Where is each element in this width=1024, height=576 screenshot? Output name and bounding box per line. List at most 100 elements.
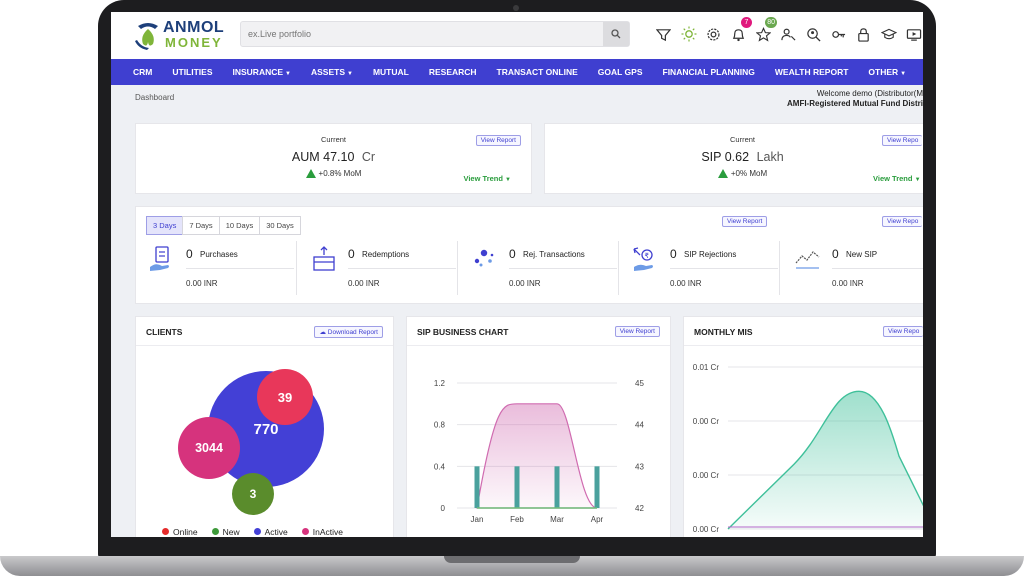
sip-name: SIP (701, 150, 722, 164)
sip-view-report-button[interactable]: View Repo (882, 135, 923, 146)
purchase-icon (150, 246, 169, 271)
bubble-new[interactable]: 3 (232, 473, 274, 515)
sip-bar (554, 466, 560, 508)
divider (779, 241, 780, 295)
tx-count: 0 (509, 247, 516, 261)
bubble-inactive[interactable]: 3044 (178, 417, 240, 479)
nav-wealth-report[interactable]: WEALTH REPORT (765, 67, 859, 77)
lock-icon[interactable] (854, 24, 873, 44)
nav-label: TRANSACT ONLINE (496, 67, 578, 77)
aum-mom-text: +0.8% MoM (318, 169, 362, 178)
logo-text-anmol: ANMOL (163, 19, 225, 36)
tx-count: 0 (832, 247, 839, 261)
nav-crm[interactable]: CRM (111, 67, 162, 77)
nav-label: MUTUAL (372, 67, 409, 77)
brand-logo[interactable]: ANMOL MONEY (135, 18, 225, 52)
nav-label: CRM (133, 67, 153, 77)
nav-label: OTHER (868, 67, 899, 77)
search-input[interactable] (241, 22, 605, 46)
tx-purchases[interactable]: 0 Purchases 0.00 INR (148, 245, 298, 297)
redemption-icon (313, 246, 335, 271)
mis-view-report-button[interactable]: View Repo (883, 326, 923, 337)
download-report-button[interactable]: ☁ Download Report (314, 326, 383, 338)
bulb-icon[interactable] (679, 24, 698, 44)
clients-legend: Online New Active InActive (162, 527, 343, 537)
nav-transact-online[interactable]: TRANSACT ONLINE (487, 67, 588, 77)
nav-utilities[interactable]: UTILITIES (162, 67, 222, 77)
y-left-tick-label: 0.8 (434, 421, 446, 430)
breadcrumb[interactable]: Dashboard (135, 93, 175, 102)
sip-chart-view-report-button[interactable]: View Report (614, 326, 660, 337)
gear-icon[interactable] (704, 24, 723, 44)
y-left-tick-label: 0.4 (434, 462, 446, 471)
divider (509, 268, 617, 269)
clients-card: CLIENTS ☁ Download Report 770 39 3044 3 … (135, 316, 394, 537)
tx-redemptions[interactable]: 0 Redemptions 0.00 INR (310, 245, 460, 297)
tx-name: Purchases (200, 250, 238, 259)
sip-card: Current SIP 0.62 Lakh +0% MoM View Repo … (544, 123, 923, 194)
tab-30-days[interactable]: 30 Days (259, 216, 301, 235)
nav-research[interactable]: RESEARCH (419, 67, 487, 77)
transactions-card: 3 Days 7 Days 10 Days 30 Days View Repor… (135, 206, 923, 304)
filter-icon[interactable] (654, 24, 673, 44)
video-icon[interactable] (904, 24, 923, 44)
sip-amount: 0.62 (724, 150, 750, 164)
monthly-mis-chart: 0.01 Cr 0.00 Cr 0.00 Cr 0.00 Cr (693, 363, 923, 534)
new-sip-view-report-button[interactable]: View Repo (882, 216, 923, 227)
tx-count: 0 (186, 247, 193, 261)
legend-item[interactable]: InActive (301, 527, 343, 537)
tx-new-sip[interactable]: 0 New SIP 0.00 INR (794, 245, 923, 297)
x-tick-label: Feb (510, 515, 524, 524)
header-icon-bar: 7 80 (654, 17, 923, 46)
tx-amount: 0.00 INR (832, 279, 864, 288)
legend-label: New (222, 527, 240, 537)
nav-assets[interactable]: ASSETS ▼ (301, 67, 363, 77)
nav-insurance[interactable]: INSURANCE ▼ (223, 67, 301, 77)
tx-amount: 0.00 INR (670, 279, 702, 288)
graduation-cap-icon[interactable] (879, 24, 898, 44)
rejected-transaction-icon (474, 249, 494, 267)
legend-item[interactable]: New (211, 527, 240, 537)
key-icon[interactable] (829, 24, 848, 44)
legend-dot-icon (211, 528, 219, 535)
aum-view-report-button[interactable]: View Report (475, 135, 521, 146)
tx-count: 0 (348, 247, 355, 261)
sip-business-chart-card: SIP BUSINESS CHART View Report 0 0.4 0.8 1.… (406, 316, 671, 537)
mis-title: MONTHLY MIS (694, 327, 753, 337)
sip-rejection-icon: ₹ (633, 247, 653, 271)
welcome-line: Welcome demo (Distributor(M (816, 89, 923, 98)
legend-item[interactable]: Active (253, 527, 288, 537)
svg-text:₹: ₹ (645, 252, 650, 260)
divider (296, 241, 297, 295)
bell-icon[interactable]: 7 (729, 17, 752, 44)
nav-other[interactable]: OTHER ▼ (858, 67, 916, 77)
y-right-tick-label: 43 (635, 462, 644, 471)
aum-label: Current (320, 135, 346, 144)
main-nav: CRM UTILITIES INSURANCE ▼ ASSETS ▼ MUTUAL … (111, 59, 923, 85)
mis-area-fill (728, 391, 923, 529)
tx-rejected-transactions[interactable]: 0 Rej. Transactions 0.00 INR (471, 245, 621, 297)
search-button[interactable] (603, 22, 629, 46)
nav-label: ASSETS (310, 67, 345, 77)
user-search-icon[interactable] (804, 24, 823, 44)
caret-down-icon: ▼ (505, 177, 511, 183)
nav-financial-planning[interactable]: FINANCIAL PLANNING (653, 67, 765, 77)
nav-mutual[interactable]: MUTUAL (363, 67, 419, 77)
tx-sip-rejections[interactable]: ₹ 0 SIP Rejections 0.00 INR (632, 245, 782, 297)
aum-view-trend-link[interactable]: View Trend ▼ (463, 174, 511, 183)
legend-item[interactable]: Online (162, 527, 198, 537)
sip-bar (514, 466, 520, 508)
transactions-view-report-button[interactable]: View Report (722, 216, 768, 227)
bubble-online[interactable]: 39 (257, 369, 313, 425)
nav-goal-gps[interactable]: GOAL GPS (588, 67, 653, 77)
aum-mom: +0.8% MoM (136, 169, 531, 178)
tab-3-days[interactable]: 3 Days (146, 216, 184, 235)
tab-10-days[interactable]: 10 Days (218, 216, 261, 235)
tab-7-days[interactable]: 7 Days (182, 216, 220, 235)
trend-up-icon (305, 169, 316, 178)
user-gear-icon[interactable] (779, 24, 798, 44)
star-icon[interactable]: 80 (754, 17, 777, 44)
sip-view-trend-link[interactable]: View Trend ▼ (873, 174, 921, 183)
tx-name: SIP Rejections (684, 250, 737, 259)
